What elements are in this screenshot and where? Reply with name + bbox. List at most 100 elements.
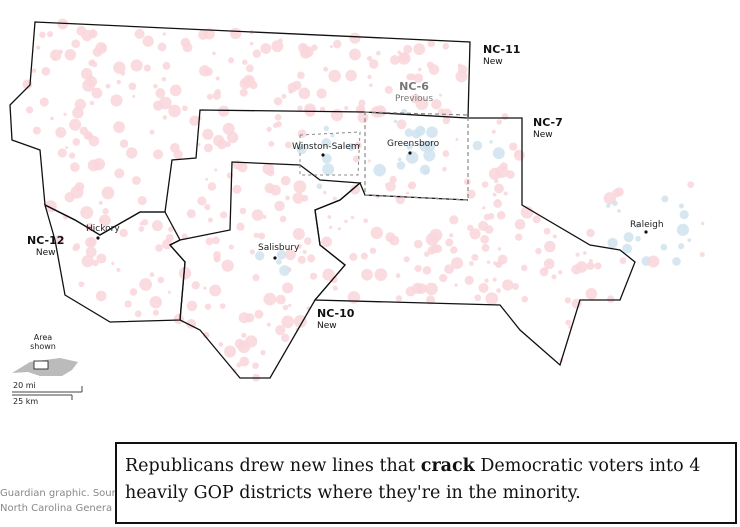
voter-dot — [700, 221, 705, 226]
voter-dot — [278, 38, 283, 44]
voter-dot — [70, 185, 84, 199]
voter-dot — [472, 140, 483, 151]
voter-dot — [202, 128, 214, 140]
voter-dot — [252, 362, 259, 369]
voter-dot — [80, 68, 93, 80]
voter-dot — [119, 228, 128, 238]
voter-dot — [480, 234, 490, 244]
voter-dot — [124, 300, 132, 308]
voter-dot — [369, 247, 377, 254]
city-dot — [96, 236, 100, 240]
voter-dot — [168, 226, 174, 232]
district-note: New — [483, 57, 503, 67]
voter-dot — [349, 32, 361, 44]
voter-dot — [276, 258, 282, 265]
voter-dot — [427, 246, 436, 255]
voter-dot — [321, 153, 332, 164]
voter-dot — [323, 125, 330, 132]
voter-dot — [405, 151, 419, 164]
voter-dot — [491, 129, 496, 134]
voter-dot — [72, 107, 84, 119]
voter-dot — [575, 252, 580, 257]
voter-dot — [85, 246, 97, 258]
voter-dot — [463, 178, 471, 186]
voter-dot — [57, 18, 69, 30]
voter-dot — [405, 286, 416, 297]
voter-dot — [82, 79, 95, 92]
voter-dot — [99, 214, 111, 227]
voter-dot — [358, 99, 366, 107]
voter-dot — [254, 251, 265, 261]
voter-dot — [228, 57, 235, 64]
voter-dot — [31, 68, 37, 73]
voter-dot — [25, 106, 34, 114]
voter-dot — [251, 209, 264, 221]
voter-dot — [384, 85, 393, 94]
voter-dot — [509, 142, 518, 151]
voter-dot — [307, 254, 316, 263]
voter-dot — [415, 125, 426, 136]
voter-dot — [169, 84, 182, 97]
voter-dot — [352, 155, 360, 163]
voter-dot — [321, 236, 333, 248]
voter-dot — [366, 55, 373, 62]
voter-dot — [619, 257, 627, 265]
voter-dot — [266, 126, 272, 133]
voter-dot — [131, 176, 141, 185]
voter-dot — [496, 119, 502, 125]
voter-dot — [471, 253, 479, 261]
voter-dot — [337, 227, 342, 231]
voter-dot — [360, 252, 368, 260]
voter-dot — [142, 35, 154, 47]
voter-dot — [511, 283, 520, 291]
city-label: Raleigh — [630, 220, 664, 230]
voter-dot — [329, 225, 333, 230]
voter-dot — [565, 319, 572, 326]
voter-dot — [297, 129, 307, 139]
voter-dot — [128, 82, 137, 91]
voter-dot — [321, 138, 331, 148]
voter-dot — [129, 288, 138, 296]
voter-dot — [232, 184, 242, 194]
voter-dot — [425, 282, 438, 296]
voter-dot — [474, 294, 482, 302]
voter-dot — [149, 295, 163, 309]
voter-dot — [396, 119, 407, 130]
voter-dot — [606, 295, 615, 303]
voter-dot — [469, 261, 474, 266]
voter-dot — [373, 163, 386, 177]
voter-dot — [687, 181, 695, 188]
voter-dot — [205, 177, 209, 181]
voter-dot — [390, 55, 400, 65]
voter-dot — [297, 105, 303, 111]
voter-dot — [134, 28, 145, 39]
voter-dot — [349, 252, 358, 261]
voter-dot — [258, 232, 266, 240]
voter-dot — [612, 188, 621, 198]
voter-dot — [252, 274, 260, 282]
voter-dot — [298, 87, 311, 100]
voter-dot — [284, 248, 296, 261]
voter-dot — [442, 150, 450, 158]
voter-dot — [309, 272, 318, 280]
voter-dot — [273, 97, 283, 106]
city-dots — [96, 151, 648, 260]
voter-dot — [72, 245, 79, 252]
voter-dot — [316, 183, 323, 190]
voter-dot — [98, 200, 103, 205]
voter-dot — [515, 233, 523, 241]
voter-dot — [253, 232, 259, 239]
voter-dot — [105, 83, 111, 89]
voter-dot — [361, 268, 373, 281]
voter-dot — [417, 67, 422, 72]
voter-dot — [439, 93, 443, 97]
voter-dot — [275, 121, 282, 128]
voter-dot — [532, 215, 541, 224]
voter-dot — [370, 226, 383, 240]
voter-dot — [496, 199, 500, 203]
voter-dot — [303, 237, 312, 245]
voter-dot — [427, 39, 436, 48]
voter-dot — [151, 220, 163, 232]
nc-7-boundary — [313, 117, 636, 367]
voter-dot — [367, 74, 372, 80]
